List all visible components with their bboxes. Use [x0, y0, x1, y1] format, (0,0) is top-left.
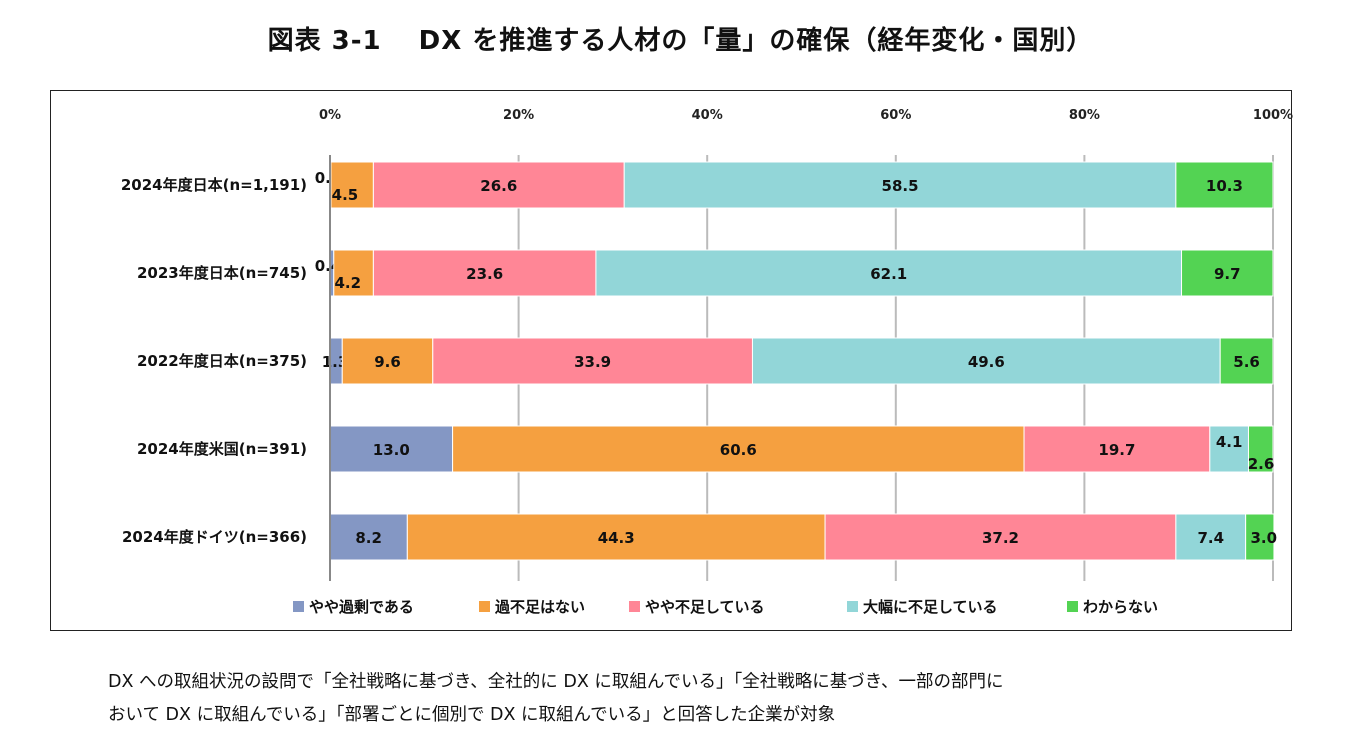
bar-segment	[432, 337, 753, 385]
data-label: 9.7	[1214, 265, 1241, 283]
legend-label: やや不足している	[645, 598, 765, 616]
data-label: 62.1	[870, 265, 907, 283]
bar-segment	[1219, 337, 1274, 385]
bar-segment	[1245, 513, 1275, 561]
bar-segment	[824, 513, 1177, 561]
bar-segment	[751, 337, 1221, 385]
data-label: 8.2	[355, 529, 382, 547]
data-label: 4.2	[334, 274, 361, 292]
bar-segment	[341, 337, 434, 385]
data-label: 37.2	[982, 529, 1019, 547]
x-tick-label: 60%	[880, 108, 911, 123]
data-label: 33.9	[574, 353, 611, 371]
category-label: 2023年度日本(n=745)	[137, 264, 307, 282]
bar-segment	[329, 425, 454, 473]
data-label: 60.6	[720, 441, 757, 459]
data-label: 4.5	[332, 186, 359, 204]
legend-swatch	[293, 601, 304, 612]
bar-segment	[1181, 249, 1274, 297]
x-tick-label: 80%	[1069, 108, 1100, 123]
legend-label: 大幅に不足している	[863, 598, 998, 616]
data-label: 7.4	[1197, 529, 1224, 547]
data-label: 2.6	[1248, 455, 1275, 473]
bar-segment	[1175, 161, 1274, 209]
bar-segment	[372, 161, 625, 209]
data-label: 19.7	[1098, 441, 1135, 459]
legend-swatch	[479, 601, 490, 612]
legend-label: わからない	[1083, 598, 1158, 616]
data-label: 44.3	[598, 529, 635, 547]
category-label: 2022年度日本(n=375)	[137, 352, 307, 370]
category-label: 2024年度日本(n=1,191)	[121, 176, 307, 194]
data-label: 26.6	[480, 177, 517, 195]
bar-segment	[1023, 425, 1211, 473]
chart-frame: 0% 20% 40% 60% 80% 100% 2024年度日本(n=1,191) 0.1 4.…	[50, 90, 1293, 631]
category-label: 2024年度ドイツ(n=366)	[122, 528, 307, 546]
data-label: 10.3	[1206, 177, 1243, 195]
legend-swatch	[629, 601, 640, 612]
stacked-bar-chart: 0% 20% 40% 60% 80% 100%2024年度日本(n=1,191) 0.14.…	[121, 108, 1293, 616]
legend-swatch	[847, 601, 858, 612]
data-label: 49.6	[968, 353, 1005, 371]
data-label: 9.6	[374, 353, 401, 371]
legend-label: 過不足はない	[494, 598, 585, 616]
x-tick-label: 40%	[692, 108, 723, 123]
legend-label: やや過剰である	[309, 598, 414, 616]
data-label: 5.6	[1233, 353, 1260, 371]
bar-segment	[595, 249, 1183, 297]
data-label: 23.6	[466, 265, 503, 283]
x-tick-label: 20%	[503, 108, 534, 123]
bar-segment	[623, 161, 1177, 209]
footnote-line-1: DX への取組状況の設問で「全社戦略に基づき、全社的に DX に取組んでいる」「…	[108, 672, 1004, 692]
data-label: 58.5	[882, 177, 919, 195]
data-label: 4.1	[1216, 433, 1243, 451]
data-label: 3.0	[1251, 529, 1278, 547]
bar-segment	[452, 425, 1025, 473]
chart-title: 図表 3-1 DX を推進する人材の「量」の確保（経年変化・国別）	[267, 26, 1094, 56]
data-label: 1.3	[322, 353, 349, 371]
bar-segment	[330, 161, 374, 209]
footnote-line-2: おいて DX に取組んでいる」「部署ごとに個別で DX に取組んでいる」と回答し…	[108, 705, 836, 725]
x-tick-label: 100%	[1253, 108, 1293, 123]
data-label: 13.0	[373, 441, 410, 459]
bar-segment	[372, 249, 597, 297]
bar-segment	[1175, 513, 1247, 561]
bar-segment	[1247, 425, 1274, 473]
x-tick-label: 0%	[319, 108, 341, 123]
bar-segment	[1209, 425, 1249, 473]
bar-segment	[406, 513, 826, 561]
legend-swatch	[1067, 601, 1078, 612]
category-label: 2024年度米国(n=391)	[137, 440, 307, 458]
